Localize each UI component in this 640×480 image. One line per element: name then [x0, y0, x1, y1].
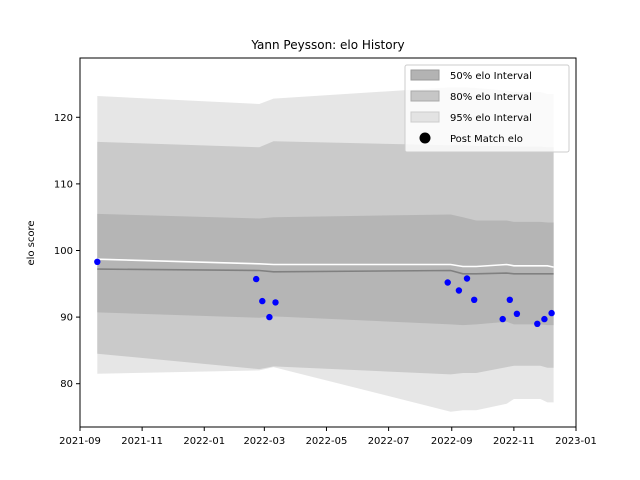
- post-match-point: [548, 309, 555, 317]
- post-match-point: [463, 275, 471, 282]
- legend: 50% elo Interval 80% elo Interval 95% el…: [404, 64, 570, 153]
- plot-area: [94, 87, 555, 412]
- post-match-point: [253, 275, 260, 283]
- y-tick-label: 100: [54, 246, 73, 257]
- legend-swatch-80: [410, 90, 440, 102]
- post-match-point: [259, 297, 266, 305]
- post-match-point: [534, 320, 541, 327]
- y-axis-label: elo score: [26, 220, 37, 265]
- x-tick-label: 2022-11: [493, 436, 535, 447]
- y-tick-label: 90: [60, 313, 73, 324]
- y-tick-label: 80: [60, 379, 73, 390]
- legend-label-80: 80% elo Interval: [450, 92, 532, 103]
- x-tick-label: 2022-03: [243, 436, 285, 447]
- axes: 2021-09 2021-11 2022-01 2022-03 2022-05 2022-…: [54, 57, 597, 447]
- post-match-point: [266, 313, 273, 321]
- post-match-point: [541, 315, 548, 323]
- x-tick-label: 2023-01: [555, 436, 597, 447]
- chart-title: Yann Peysson: elo History: [250, 38, 404, 52]
- post-match-point: [455, 287, 463, 294]
- x-tick-label: 2022-07: [368, 436, 410, 447]
- legend-swatch-50: [410, 69, 440, 81]
- legend-label-95: 95% elo Interval: [450, 113, 532, 124]
- post-match-point: [272, 299, 279, 306]
- post-match-point: [499, 315, 506, 323]
- legend-swatch-95: [410, 111, 440, 123]
- x-tick-label: 2022-05: [306, 436, 348, 447]
- plot-frame: [79, 57, 577, 428]
- x-tick-label: 2021-11: [121, 436, 163, 447]
- post-match-point: [471, 296, 478, 303]
- x-tick-label: 2022-01: [183, 436, 225, 447]
- legend-label-50: 50% elo Interval: [450, 71, 532, 82]
- y-tick-label: 120: [54, 113, 73, 124]
- post-match-point: [506, 296, 513, 303]
- post-match-point: [444, 279, 451, 286]
- post-match-point: [513, 310, 521, 317]
- legend-marker-post-match: [419, 132, 431, 144]
- band-50-area: [97, 213, 554, 326]
- legend-label-post-match: Post Match elo: [450, 134, 523, 145]
- legend-box: [404, 64, 570, 153]
- y-tick-label: 110: [54, 179, 73, 190]
- mean-line: [97, 258, 554, 268]
- x-tick-label: 2021-09: [59, 436, 101, 447]
- post-match-point: [94, 258, 101, 265]
- median-line: [97, 268, 554, 275]
- x-tick-label: 2022-09: [431, 436, 473, 447]
